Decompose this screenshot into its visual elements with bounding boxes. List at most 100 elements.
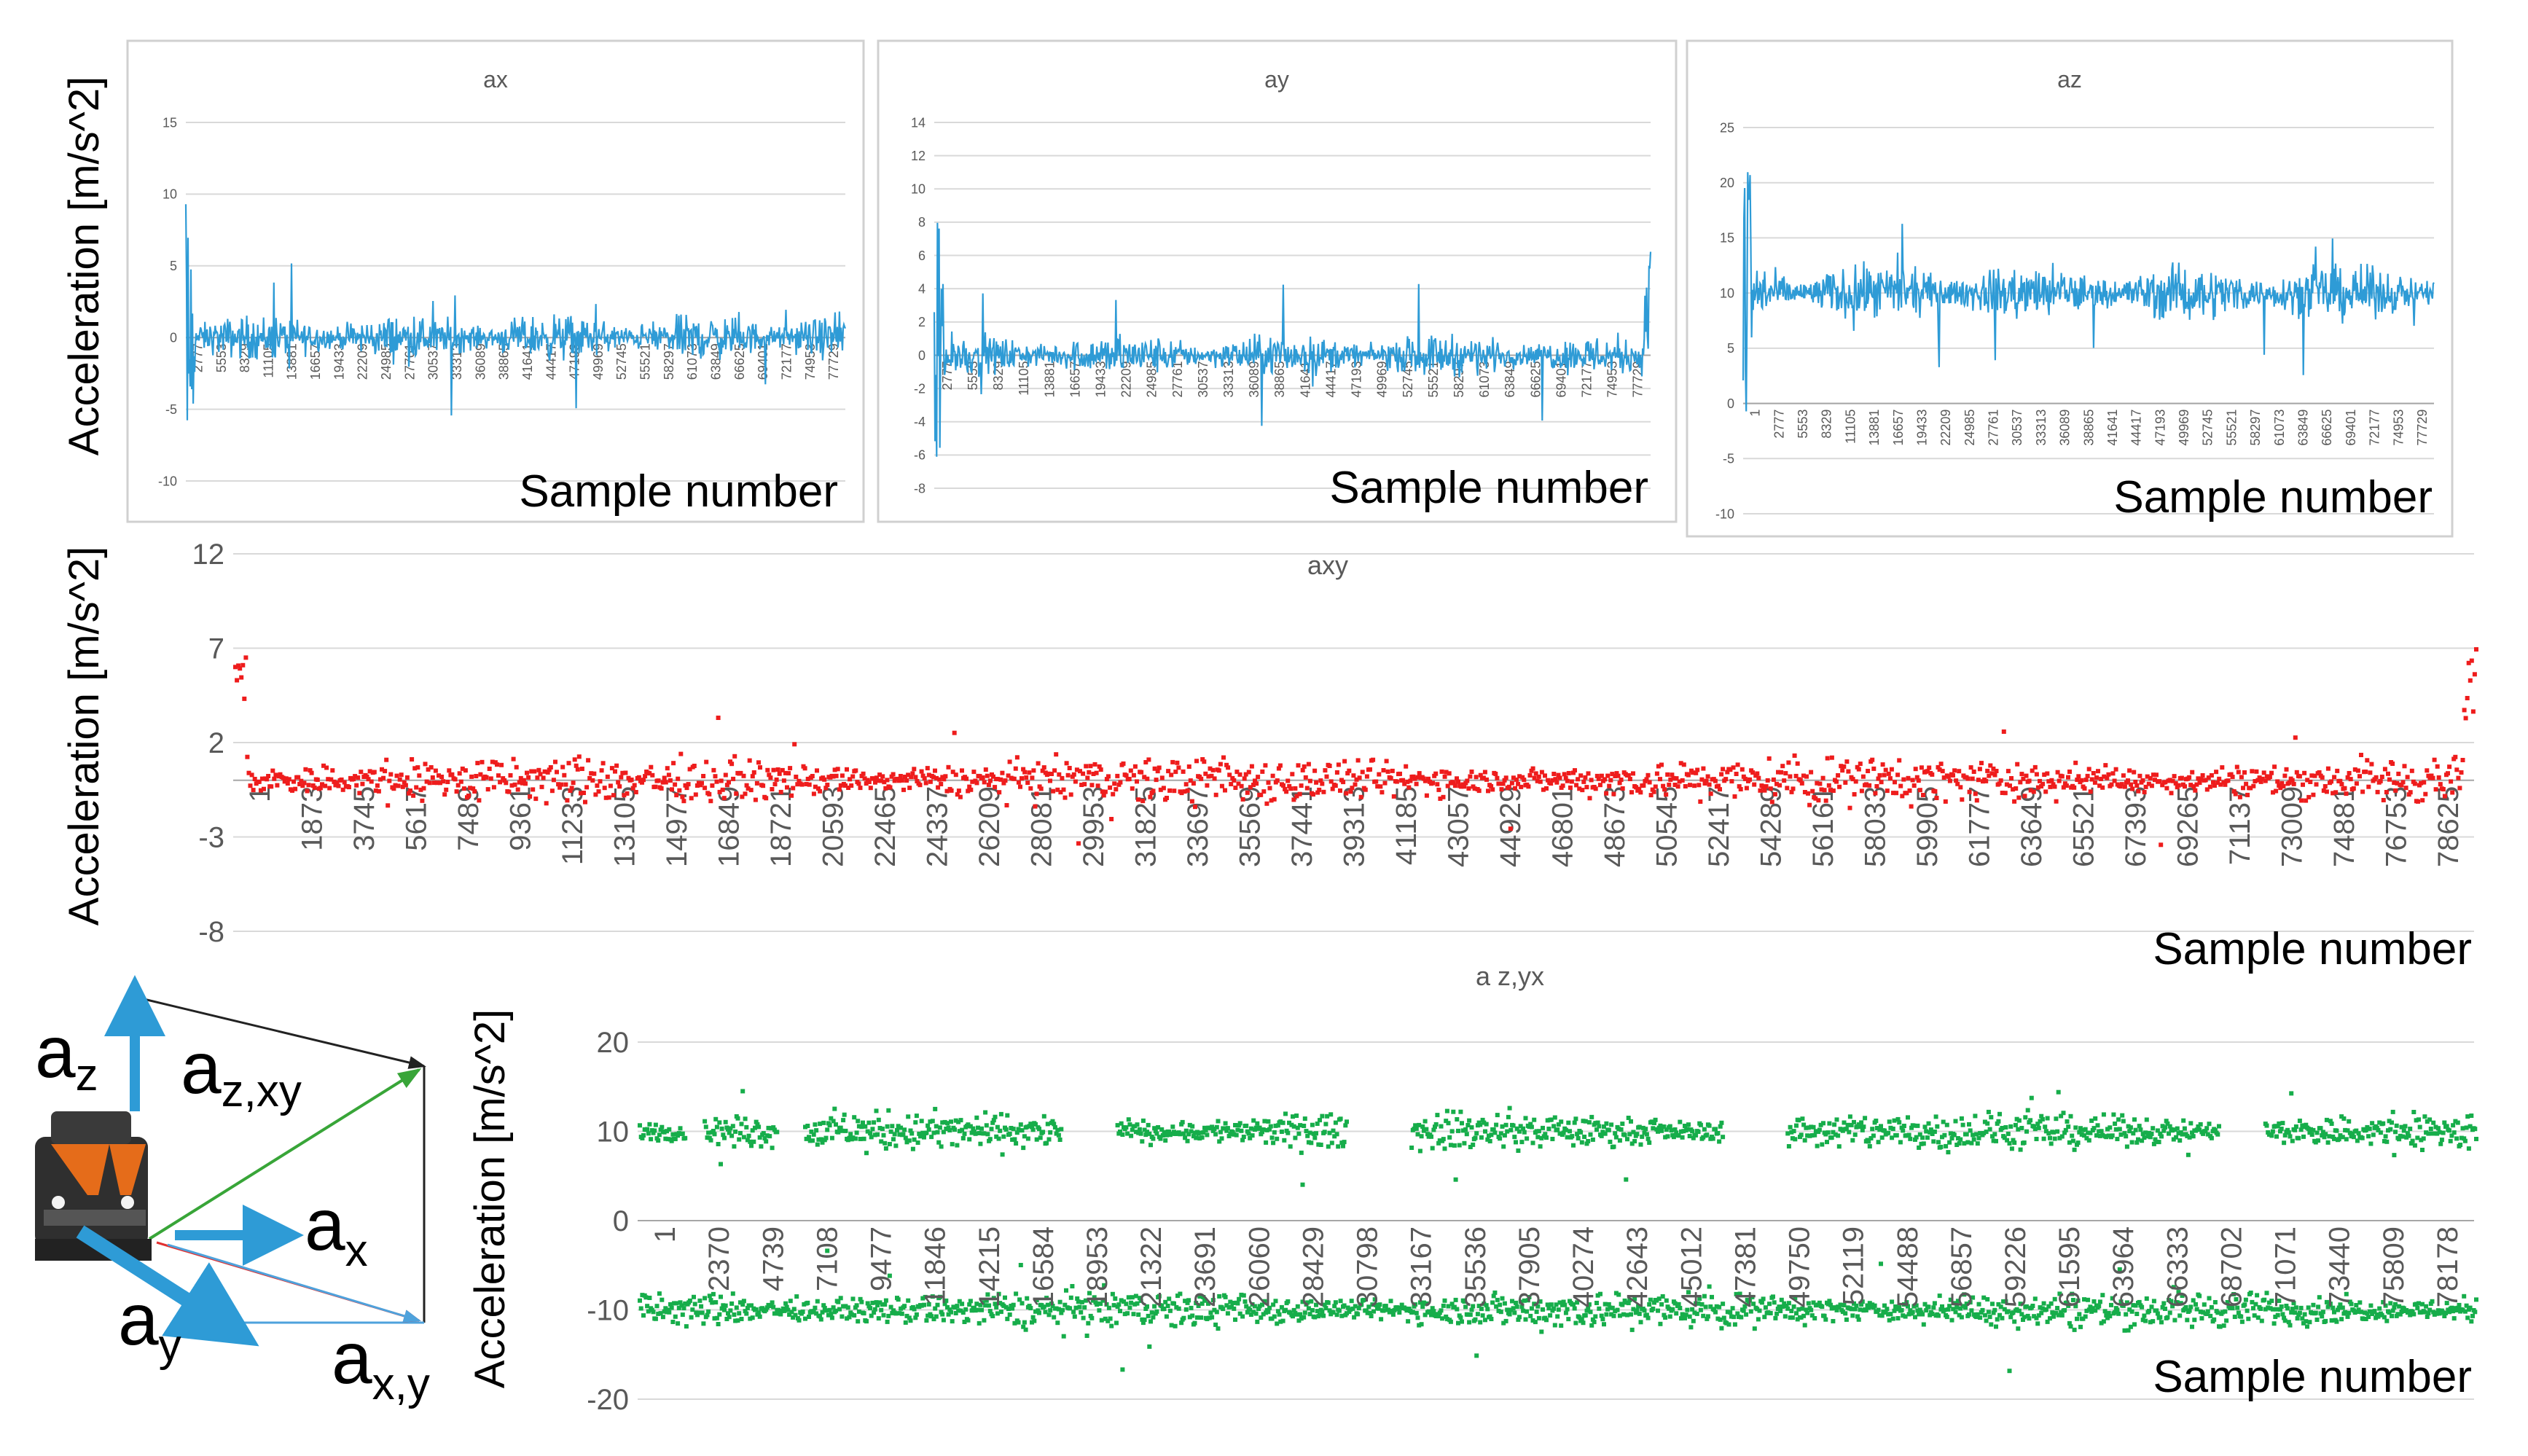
data-point: [1766, 756, 1772, 761]
data-point: [1698, 1122, 1703, 1127]
data-point: [1376, 1306, 1381, 1311]
data-point: [968, 787, 974, 792]
data-point: [1906, 1132, 1911, 1138]
data-point: [991, 1296, 996, 1301]
x-tick-label: 36089: [1247, 361, 1261, 397]
data-point: [578, 791, 583, 796]
data-point: [586, 758, 591, 763]
data-point: [1729, 1314, 1734, 1319]
data-point: [1300, 1299, 1305, 1304]
data-point: [2202, 1302, 2207, 1307]
data-point: [1730, 1306, 1735, 1311]
data-point: [1492, 1130, 1498, 1135]
data-point: [471, 786, 476, 791]
data-point: [525, 770, 529, 775]
data-point: [1786, 760, 1791, 765]
data-point: [920, 1130, 926, 1135]
data-point: [676, 1133, 681, 1138]
data-point: [755, 1122, 760, 1127]
data-point: [2305, 778, 2310, 783]
data-point: [984, 1123, 989, 1128]
data-point: [1152, 766, 1157, 771]
data-point: [1289, 1122, 1294, 1127]
data-point: [1794, 1311, 1799, 1316]
data-point: [1859, 1302, 1864, 1307]
data-point: [2155, 1311, 2160, 1316]
data-point: [764, 1133, 770, 1138]
data-point: [2464, 1303, 2469, 1308]
data-point: [1241, 1293, 1246, 1298]
data-point: [2159, 1320, 2164, 1325]
data-point: [1032, 1318, 1037, 1323]
data-point: [2129, 1140, 2134, 1145]
data-point: [1336, 1144, 1341, 1149]
data-point: [1260, 1130, 1264, 1135]
x-tick-label: 18953: [1081, 1226, 1114, 1307]
data-point: [1097, 1308, 1102, 1313]
data-point: [1565, 1307, 1570, 1312]
data-point: [2126, 778, 2130, 783]
data-point: [2468, 1305, 2473, 1310]
data-point: [1926, 1304, 1931, 1310]
data-point: [394, 773, 399, 778]
data-point: [1337, 1308, 1342, 1313]
data-point: [2344, 1291, 2349, 1296]
data-point: [2110, 1133, 2115, 1138]
data-point: [593, 792, 598, 797]
data-point: [1271, 1302, 1276, 1307]
data-point: [1899, 1307, 1904, 1312]
data-point: [1579, 1140, 1584, 1145]
data-point: [1641, 783, 1646, 788]
data-point: [1456, 1128, 1460, 1133]
data-point: [735, 1318, 740, 1323]
data-point: [1686, 772, 1691, 778]
data-point: [2078, 1126, 2083, 1131]
data-point: [1651, 789, 1656, 794]
data-point: [458, 779, 463, 784]
data-point: [1667, 1306, 1672, 1311]
data-point: [2329, 1122, 2334, 1126]
data-point: [1306, 1140, 1311, 1145]
data-point: [2079, 778, 2084, 783]
data-point: [1771, 1294, 1775, 1299]
data-point: [2399, 1124, 2404, 1130]
data-point: [1903, 1314, 1908, 1319]
data-point: [1704, 778, 1709, 783]
x-tick-label: 20593: [817, 786, 849, 867]
data-point: [2121, 1303, 2126, 1308]
data-point: [1606, 1302, 1611, 1307]
data-point: [1898, 1140, 1903, 1145]
data-point: [2411, 1312, 2417, 1317]
data-point: [1490, 1300, 1495, 1305]
data-point: [724, 783, 729, 788]
data-point: [1674, 1130, 1679, 1135]
data-point: [993, 1114, 998, 1119]
data-point: [1380, 790, 1385, 795]
data-point: [1989, 1115, 1994, 1120]
data-point: [2282, 1318, 2288, 1323]
data-point: [490, 759, 495, 764]
data-point: [2374, 775, 2379, 780]
data-point: [1985, 1121, 1990, 1126]
data-point: [1484, 777, 1489, 782]
data-point: [1840, 768, 1845, 773]
x-tick-label: 63964: [2108, 1226, 2140, 1307]
data-point: [1001, 1134, 1006, 1139]
data-point: [1128, 768, 1133, 773]
data-point: [1668, 777, 1673, 782]
data-point: [2172, 1127, 2177, 1132]
data-point: [2016, 1326, 2021, 1331]
data-point: [275, 783, 280, 788]
data-point: [1267, 1305, 1272, 1310]
data-point: [1990, 1134, 1995, 1139]
data-point: [1514, 1300, 1518, 1305]
data-point: [1597, 1124, 1602, 1129]
data-point: [1662, 787, 1667, 792]
data-point: [792, 742, 797, 747]
data-point: [1525, 1136, 1530, 1141]
data-point: [1599, 1133, 1604, 1138]
data-point: [2059, 1113, 2064, 1119]
data-point: [665, 1137, 670, 1142]
data-point: [1829, 755, 1834, 760]
